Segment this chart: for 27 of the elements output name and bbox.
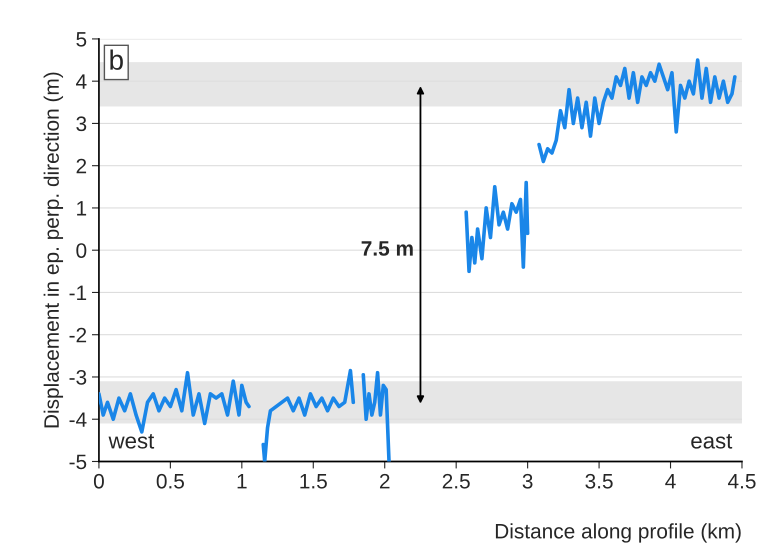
x-tick-label: 3 xyxy=(522,474,533,489)
x-tick-label: 3.5 xyxy=(585,474,613,489)
y-tick-label: 5 xyxy=(76,32,86,47)
y-axis-title: Displacement in ep. perp. direction (m) xyxy=(44,72,64,428)
x-tick-label: 2 xyxy=(380,474,390,488)
y-tick-label: -4 xyxy=(70,412,87,427)
x-axis-title: Distance along profile (km) xyxy=(496,523,741,543)
x-tick-label: 2.5 xyxy=(442,474,470,489)
annotation: 7.5 m xyxy=(362,241,413,256)
x-tick-label: 0.5 xyxy=(156,474,184,489)
y-tick-label: -1 xyxy=(70,286,86,300)
x-tick-label: 4.5 xyxy=(728,474,756,489)
annotation: west xyxy=(108,434,154,449)
annotation: b xyxy=(110,49,123,70)
y-tick-label: 4 xyxy=(76,74,87,89)
annotation: east xyxy=(691,434,732,449)
y-tick-label: -5 xyxy=(70,454,86,470)
x-tick-label: 0 xyxy=(94,474,104,489)
y-tick-label: -3 xyxy=(70,370,86,385)
x-tick-label: 1 xyxy=(238,474,247,488)
y-tick-label: 0 xyxy=(76,243,86,258)
y-tick-label: 2 xyxy=(76,158,86,174)
y-tick-label: 3 xyxy=(76,116,86,132)
x-tick-label: 1.5 xyxy=(300,474,327,489)
x-tick-label: 4 xyxy=(665,474,676,488)
y-tick-label: 1 xyxy=(77,201,86,216)
y-tick-label: -2 xyxy=(70,328,86,342)
